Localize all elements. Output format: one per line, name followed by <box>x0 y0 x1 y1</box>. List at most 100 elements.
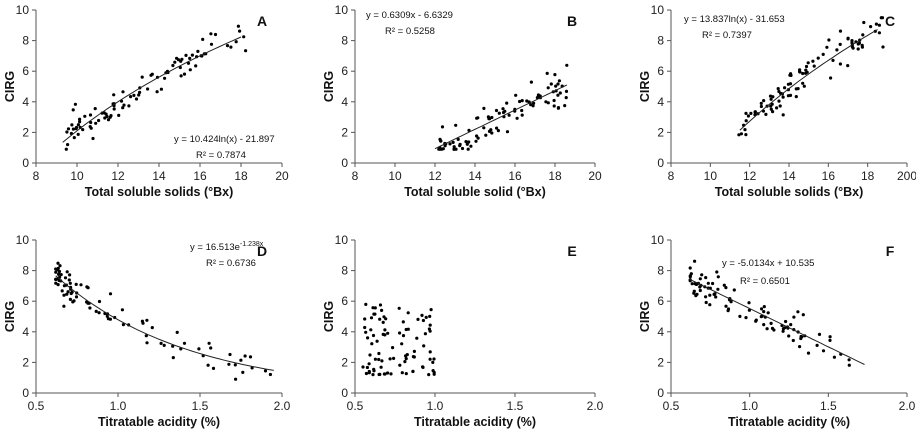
data-point <box>769 321 773 325</box>
y-tick-label: 6 <box>657 64 664 78</box>
trendline <box>55 275 274 371</box>
data-point <box>553 73 557 77</box>
data-point <box>754 319 758 323</box>
data-point <box>97 299 102 304</box>
data-point <box>171 344 175 348</box>
trendline <box>739 29 878 131</box>
data-point <box>456 137 460 141</box>
data-point <box>428 329 432 333</box>
data-point <box>78 120 82 124</box>
data-point <box>781 95 785 99</box>
data-point <box>65 270 69 274</box>
data-point <box>806 61 810 65</box>
x-tick-label: 18 <box>861 169 875 183</box>
data-point <box>365 365 369 370</box>
data-point <box>66 127 71 131</box>
data-point <box>155 90 159 94</box>
data-point <box>62 304 66 308</box>
data-point <box>182 72 187 76</box>
data-point <box>518 99 522 104</box>
data-point <box>545 71 549 75</box>
data-point <box>71 300 75 304</box>
data-point <box>386 371 390 375</box>
data-point <box>145 341 149 345</box>
data-point <box>744 119 748 123</box>
data-point <box>801 81 805 85</box>
x-axis-label: Total soluble solids (°Bx) <box>85 185 234 199</box>
data-point <box>806 351 811 355</box>
data-point <box>117 113 121 117</box>
data-point <box>68 297 72 301</box>
x-tick-label: 1.0 <box>741 399 758 413</box>
data-point <box>74 295 79 299</box>
data-point <box>171 356 175 360</box>
data-point <box>738 314 742 318</box>
panel-f: 0 2 4 6 8 10 0.5 1.0 1.5 2.0 Titratable acidity (%… <box>638 233 916 429</box>
data-point <box>711 281 715 286</box>
data-point <box>759 101 763 105</box>
data-point <box>744 316 748 320</box>
data-point <box>732 288 736 292</box>
data-point <box>380 308 384 312</box>
data-point <box>877 31 882 35</box>
data-point <box>241 370 245 374</box>
data-point <box>121 106 125 110</box>
data-point <box>421 365 425 369</box>
x-tick-label: 12 <box>743 169 757 183</box>
r-squared-label: R² = 0.6736 <box>206 258 256 269</box>
data-point <box>778 104 782 108</box>
data-point <box>244 49 248 53</box>
data-point <box>74 127 78 131</box>
data-point <box>496 129 500 133</box>
data-point <box>382 315 386 319</box>
data-point <box>404 327 408 332</box>
data-point <box>753 110 757 114</box>
data-point <box>816 56 820 60</box>
data-point <box>869 25 873 29</box>
data-point <box>391 346 395 350</box>
data-point <box>474 139 478 143</box>
data-point <box>713 292 717 296</box>
data-point <box>846 36 850 40</box>
r-squared-label: R² = 0.6501 <box>740 276 790 287</box>
data-point <box>777 99 781 103</box>
data-point <box>431 360 435 364</box>
data-point <box>233 363 237 367</box>
data-point <box>140 319 144 323</box>
x-tick-label: 18 <box>548 169 562 183</box>
data-point <box>817 332 822 336</box>
data-point <box>772 328 776 332</box>
data-point <box>832 355 837 359</box>
y-axis-label: CIRG <box>638 71 652 102</box>
data-point <box>401 320 405 324</box>
panel-letter: D <box>257 243 267 259</box>
data-point <box>781 329 785 333</box>
data-point <box>150 326 154 330</box>
data-point <box>804 64 809 69</box>
data-point <box>371 373 375 377</box>
data-point <box>159 87 163 91</box>
x-tick-label: 10 <box>388 169 402 183</box>
x-tick-label: 2.0 <box>899 399 916 413</box>
data-point <box>378 317 382 321</box>
data-point <box>423 332 427 336</box>
data-point <box>60 289 64 293</box>
data-point <box>546 101 550 105</box>
data-point <box>363 317 367 321</box>
data-point <box>382 372 386 376</box>
x-axis-label: Total soluble solid (°Bx) <box>404 185 546 199</box>
data-point <box>451 140 455 144</box>
data-point <box>690 282 694 286</box>
data-point <box>263 369 268 373</box>
y-tick-label: 0 <box>22 386 29 400</box>
data-point <box>422 344 426 348</box>
x-tick-label: 12 <box>428 169 442 183</box>
data-point <box>515 116 519 120</box>
data-point <box>389 372 393 376</box>
data-point <box>749 111 753 115</box>
data-point <box>398 363 402 367</box>
data-point <box>65 292 69 296</box>
data-point <box>112 107 116 111</box>
data-point <box>487 129 492 133</box>
data-point <box>229 45 233 49</box>
